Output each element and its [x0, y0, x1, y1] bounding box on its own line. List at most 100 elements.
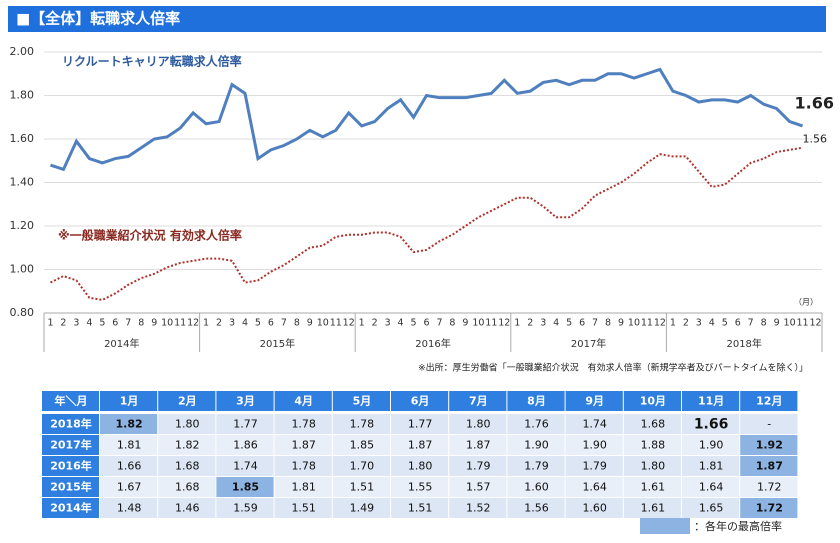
series-label: ※一般職業紹介状況 有効求人倍率 [58, 228, 242, 243]
table-value: 1.87 [408, 439, 433, 452]
table-cell [682, 435, 740, 455]
table-value: 1.79 [524, 460, 549, 473]
table-cell [158, 456, 216, 476]
table-value: 1.80 [175, 418, 200, 431]
x-tick-label: 8 [138, 318, 144, 329]
table-cell [100, 498, 158, 518]
x-tick-label: 3 [385, 318, 391, 329]
table-value: 1.52 [466, 502, 491, 515]
x-tick-label: 4 [86, 318, 92, 329]
table-column-header: 1月 [120, 395, 139, 408]
table-value: 1.81 [291, 481, 316, 494]
table-year: 2014年 [50, 501, 92, 515]
table-year: 2018年 [50, 417, 92, 431]
table-year: 2017年 [50, 438, 92, 452]
table-value: 1.77 [408, 418, 433, 431]
x-tick-label: 12 [809, 318, 821, 329]
table-value: 1.92 [756, 439, 783, 452]
table-value: 1.61 [641, 502, 666, 515]
x-tick-label: 12 [343, 318, 355, 329]
table-cell [391, 477, 449, 497]
legend-label: ：各年の最高倍率 [694, 519, 782, 533]
x-tick-label: 8 [294, 318, 300, 329]
table-value: 1.68 [175, 460, 200, 473]
x-tick-label: 6 [112, 318, 118, 329]
table-header-cell [332, 391, 390, 411]
table-value: 1.82 [175, 439, 200, 452]
table-cell [332, 435, 390, 455]
table-cell [158, 477, 216, 497]
x-tick-label: 5 [722, 318, 728, 329]
table-cell [216, 414, 274, 434]
table-header-cell [274, 391, 332, 411]
table-value: 1.80 [466, 418, 491, 431]
table-cell [449, 498, 507, 518]
table-header-cell [449, 391, 507, 411]
x-tick-label: 10 [161, 318, 173, 329]
table-header-cell [623, 391, 681, 411]
x-tick-label: 10 [784, 318, 796, 329]
table-cell [391, 456, 449, 476]
table-cell [682, 456, 740, 476]
x-tick-label: 11 [174, 318, 186, 329]
table-cell [216, 456, 274, 476]
table-value: 1.85 [232, 481, 259, 494]
year-label: 2017年 [571, 337, 606, 350]
title-bar [8, 6, 826, 32]
table-value: 1.72 [756, 502, 783, 515]
x-tick-label: 2 [527, 318, 533, 329]
x-tick-label: 11 [485, 318, 497, 329]
table-cell [158, 498, 216, 518]
table-value: 1.48 [117, 502, 142, 515]
table-value: 1.90 [582, 439, 607, 452]
table-corner: 年＼月 [55, 394, 88, 408]
table-value: 1.88 [641, 439, 666, 452]
table-year-cell [42, 477, 99, 497]
table-value: 1.51 [350, 481, 375, 494]
x-tick-label: 1 [670, 318, 676, 329]
table-cell [565, 498, 623, 518]
table-header-cell [158, 391, 216, 411]
table-year-cell [42, 456, 99, 476]
table-value: 1.72 [757, 481, 782, 494]
table-header-cell [740, 391, 798, 411]
table-value: 1.78 [350, 418, 375, 431]
x-tick-label: 8 [605, 318, 611, 329]
x-tick-label: 3 [229, 318, 235, 329]
x-tick-label: 7 [281, 318, 287, 329]
y-tick-label: 0.80 [10, 306, 35, 319]
y-tick-label: 2.00 [10, 45, 35, 58]
y-tick-label: 1.20 [10, 219, 35, 232]
x-tick-label: 5 [255, 318, 261, 329]
x-tick-label: 1 [47, 318, 53, 329]
table-value: 1.60 [524, 481, 549, 494]
table-cell [565, 414, 623, 434]
table-cell [623, 456, 681, 476]
x-tick-label: 11 [641, 318, 653, 329]
table-cell [449, 456, 507, 476]
year-label: 2015年 [260, 337, 295, 350]
table-column-header: 6月 [411, 395, 430, 408]
table-cell [332, 414, 390, 434]
table-column-header: 9月 [585, 395, 604, 408]
table-value: 1.85 [350, 439, 375, 452]
table-value: 1.74 [582, 418, 607, 431]
table-header-cell [100, 391, 158, 411]
table-cell [391, 435, 449, 455]
table-value: 1.70 [350, 460, 375, 473]
x-tick-label: 11 [797, 318, 809, 329]
table-cell [507, 435, 565, 455]
x-tick-label: 6 [268, 318, 274, 329]
x-tick-label: 3 [696, 318, 702, 329]
table-cell [100, 414, 158, 434]
table-value: 1.61 [641, 481, 666, 494]
table-value: 1.90 [699, 439, 724, 452]
table-value: 1.64 [699, 481, 724, 494]
table-value: 1.76 [524, 418, 549, 431]
x-tick-label: 3 [540, 318, 546, 329]
x-tick-label: 9 [774, 318, 780, 329]
table-value: 1.77 [233, 418, 258, 431]
x-tick-label: 7 [592, 318, 598, 329]
table-value: 1.87 [291, 439, 316, 452]
